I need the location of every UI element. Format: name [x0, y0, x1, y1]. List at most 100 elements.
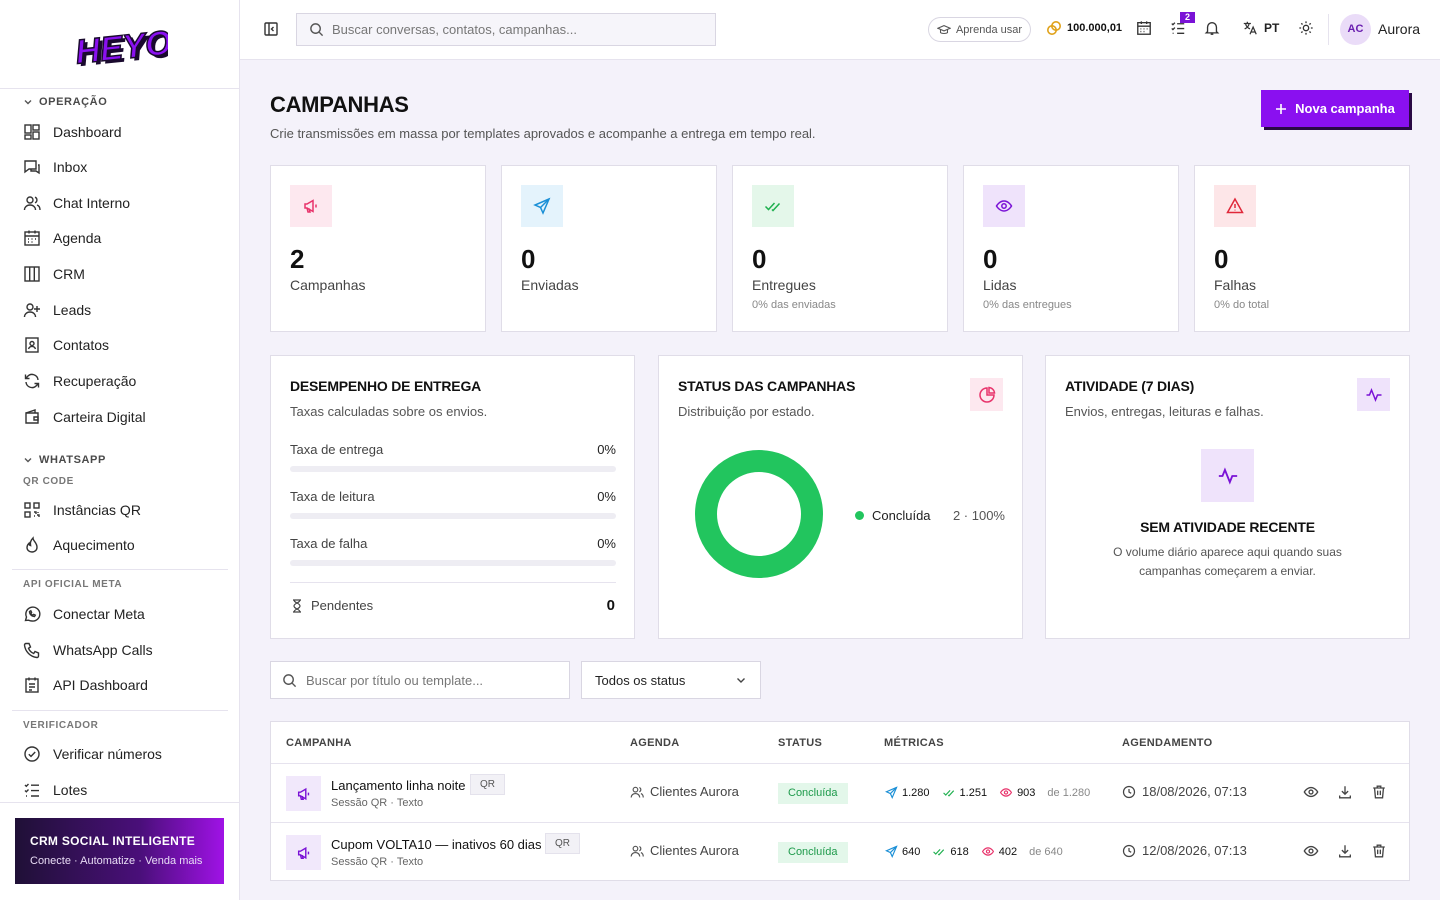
row-actions	[1303, 784, 1389, 802]
send-icon	[885, 786, 898, 799]
metric-total: de 640	[1029, 845, 1063, 858]
sidebar-item-verificar-numeros[interactable]: Verificar números	[23, 741, 228, 767]
section-operacao[interactable]: OPERAÇÃO	[23, 96, 107, 108]
learn-button[interactable]: Aprenda usar	[928, 17, 1031, 42]
tasks-icon[interactable]	[1170, 20, 1188, 38]
global-search-input[interactable]	[332, 22, 692, 37]
rate-leitura: Taxa de leitura 0%	[290, 489, 616, 519]
metrics-cell: 1.280 1.251 903 de 1.280	[885, 786, 1090, 799]
download-icon[interactable]	[1337, 843, 1355, 861]
sidebar-item-instancias-qr[interactable]: Instâncias QR	[23, 497, 228, 523]
schedule-date: 18/08/2026, 07:13	[1142, 784, 1247, 799]
sidebar-item-label: CRM	[53, 266, 85, 282]
panel-title: ATIVIDADE (7 DIAS)	[1065, 378, 1195, 394]
campaign-search[interactable]	[270, 661, 570, 699]
empty-title: SEM ATIVIDADE RECENTE	[1140, 519, 1315, 535]
sidebar-item-label: Inbox	[53, 159, 88, 175]
stat-value: 0	[1214, 244, 1229, 274]
sidebar-item-inbox[interactable]: Inbox	[23, 154, 228, 180]
promo-banner[interactable]: CRM SOCIAL INTELIGENTE Conecte · Automat…	[15, 818, 224, 884]
section-verificador: VERIFICADOR	[23, 720, 99, 731]
global-search[interactable]	[296, 13, 716, 46]
sidebar-item-crm[interactable]: CRM	[23, 261, 228, 287]
campaign-subtitle: Sessão QR · Texto	[331, 797, 424, 809]
sidebar-item-carteira-digital[interactable]: Carteira Digital	[23, 404, 228, 430]
sidebar-item-dashboard[interactable]: Dashboard	[23, 119, 228, 145]
sidebar-item-api-dashboard[interactable]: API Dashboard	[23, 672, 228, 698]
column-header-metricas: MÉTRICAS	[884, 737, 944, 749]
panel-subtitle: Distribuição por estado.	[678, 404, 815, 419]
metric-sent: 640	[902, 845, 921, 858]
sidebar-item-chat-interno[interactable]: Chat Interno	[23, 190, 228, 216]
trash-icon[interactable]	[1371, 843, 1389, 861]
campaign-status-panel: STATUS DAS CAMPANHAS Distribuição por es…	[658, 355, 1023, 639]
stat-label: Enviadas	[521, 277, 579, 293]
promo-title: CRM SOCIAL INTELIGENTE	[30, 834, 196, 848]
clock-icon	[1122, 844, 1136, 857]
bell-icon[interactable]	[1204, 20, 1222, 38]
user-plus-icon	[23, 301, 41, 319]
empty-text-line-2: campanhas começarem a enviar.	[1139, 564, 1316, 578]
search-icon	[310, 23, 324, 37]
stat-card-entregues: 0 Entregues 0% das enviadas	[732, 165, 948, 332]
table-row[interactable]: Cupom VOLTA10 — inativos 60 dias QR Sess…	[271, 822, 1409, 881]
stat-label: Entregues	[752, 277, 816, 293]
language-switcher[interactable]: PT	[1242, 20, 1279, 36]
campaign-name[interactable]: Cupom VOLTA10 — inativos 60 dias	[331, 837, 542, 852]
sidebar-item-aquecimento[interactable]: Aquecimento	[23, 532, 228, 558]
chevron-down-icon	[737, 678, 745, 683]
view-icon[interactable]	[1303, 843, 1321, 861]
section-whatsapp[interactable]: WHATSAPP	[23, 454, 106, 466]
campaign-name[interactable]: Lançamento linha noite	[331, 778, 466, 793]
rate-label: Taxa de falha	[290, 536, 368, 551]
sidebar-item-agenda[interactable]: Agenda	[23, 225, 228, 251]
column-header-agenda: AGENDA	[630, 737, 680, 749]
status-badge: Concluída	[778, 783, 848, 804]
sidebar-item-contatos[interactable]: Contatos	[23, 332, 228, 358]
contact-book-icon	[23, 336, 41, 354]
flame-icon	[23, 536, 41, 554]
metric-delivered: 1.251	[959, 786, 988, 799]
view-icon[interactable]	[1303, 784, 1321, 802]
sidebar-item-leads[interactable]: Leads	[23, 297, 228, 323]
donut-slice-concluída[interactable]	[695, 450, 823, 578]
sidebar-item-lotes[interactable]: Lotes	[23, 777, 228, 803]
credits-balance[interactable]: 100.000,01	[1046, 20, 1122, 36]
refresh-icon	[23, 372, 41, 390]
hourglass-icon	[293, 598, 301, 613]
panel-title: DESEMPENHO DE ENTREGA	[290, 378, 482, 394]
rate-value: 0%	[597, 442, 616, 457]
calendar-icon[interactable]	[1136, 20, 1154, 38]
logo-area: HEYOO HEYOO	[0, 0, 239, 89]
sidebar-item-label: API Dashboard	[53, 677, 148, 693]
avatar[interactable]: AC	[1340, 14, 1371, 45]
trash-icon[interactable]	[1371, 784, 1389, 802]
sidebar-item-whatsapp-calls[interactable]: WhatsApp Calls	[23, 637, 228, 663]
empty-text-line-1: O volume diário aparece aqui quando suas	[1113, 545, 1342, 559]
rate-falha: Taxa de falha 0%	[290, 536, 616, 566]
campaign-search-input[interactable]	[306, 672, 556, 688]
heyoo-logo[interactable]: HEYOO HEYOO	[72, 16, 168, 72]
section-title: WHATSAPP	[39, 454, 106, 466]
sidebar-item-conectar-meta[interactable]: Conectar Meta	[23, 601, 228, 627]
sidebar-item-label: Contatos	[53, 337, 110, 353]
rate-bar	[290, 513, 616, 519]
new-campaign-button[interactable]: Nova campanha	[1261, 90, 1409, 127]
user-name[interactable]: Aurora	[1378, 21, 1421, 37]
new-campaign-label: Nova campanha	[1295, 101, 1395, 116]
sidebar-toggle-icon[interactable]	[262, 20, 280, 38]
table-row[interactable]: Lançamento linha noite QR Sessão QR · Te…	[271, 763, 1409, 822]
sidebar-item-recuperacao[interactable]: Recuperação	[23, 368, 228, 394]
graduation-cap-icon	[936, 24, 951, 34]
schedule-date: 12/08/2026, 07:13	[1142, 843, 1247, 858]
status-filter-select[interactable]: Todos os status	[581, 661, 761, 699]
sun-icon[interactable]	[1298, 20, 1316, 38]
double-check-icon	[933, 848, 945, 856]
schedule-cell: 12/08/2026, 07:13	[1122, 843, 1247, 858]
sidebar-item-label: Agenda	[53, 230, 102, 246]
column-header-agendamento: AGENDAMENTO	[1122, 737, 1213, 749]
sidebar-item-label: Instâncias QR	[53, 502, 141, 518]
download-icon[interactable]	[1337, 784, 1355, 802]
check-circle-icon	[23, 745, 41, 763]
kanban-icon	[23, 265, 41, 283]
